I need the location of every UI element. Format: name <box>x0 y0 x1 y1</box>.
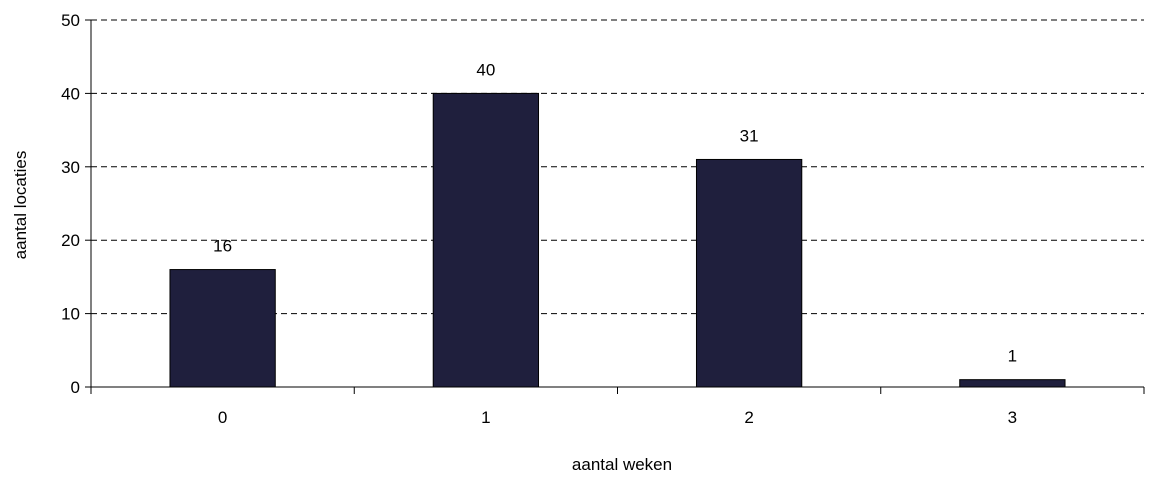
data-label: 16 <box>213 237 232 256</box>
x-axis-ticks: 0 1 2 3 <box>90 387 1145 427</box>
y-axis-title: aantal locaties <box>11 151 30 260</box>
x-tick-label: 3 <box>1008 408 1017 427</box>
data-label: 40 <box>476 60 495 79</box>
data-label: 31 <box>740 126 759 145</box>
y-tick-label: 0 <box>71 378 80 397</box>
x-tick-label: 0 <box>218 408 227 427</box>
y-tick-label: 20 <box>61 231 80 250</box>
x-axis-title: aantal weken <box>572 455 672 474</box>
y-tick-label: 10 <box>61 305 80 324</box>
data-labels: 16 40 31 1 <box>213 60 1017 365</box>
y-axis-ticks: 0 10 20 30 40 50 <box>61 11 91 397</box>
bar <box>169 269 276 388</box>
x-tick-label: 1 <box>481 408 490 427</box>
bars <box>169 92 1066 388</box>
bar <box>959 379 1066 388</box>
y-tick-label: 40 <box>61 84 80 103</box>
x-tick-label: 2 <box>744 408 753 427</box>
y-tick-label: 30 <box>61 158 80 177</box>
data-label: 1 <box>1008 347 1017 366</box>
y-tick-label: 50 <box>61 11 80 30</box>
bar <box>432 92 540 388</box>
bar <box>695 158 803 388</box>
